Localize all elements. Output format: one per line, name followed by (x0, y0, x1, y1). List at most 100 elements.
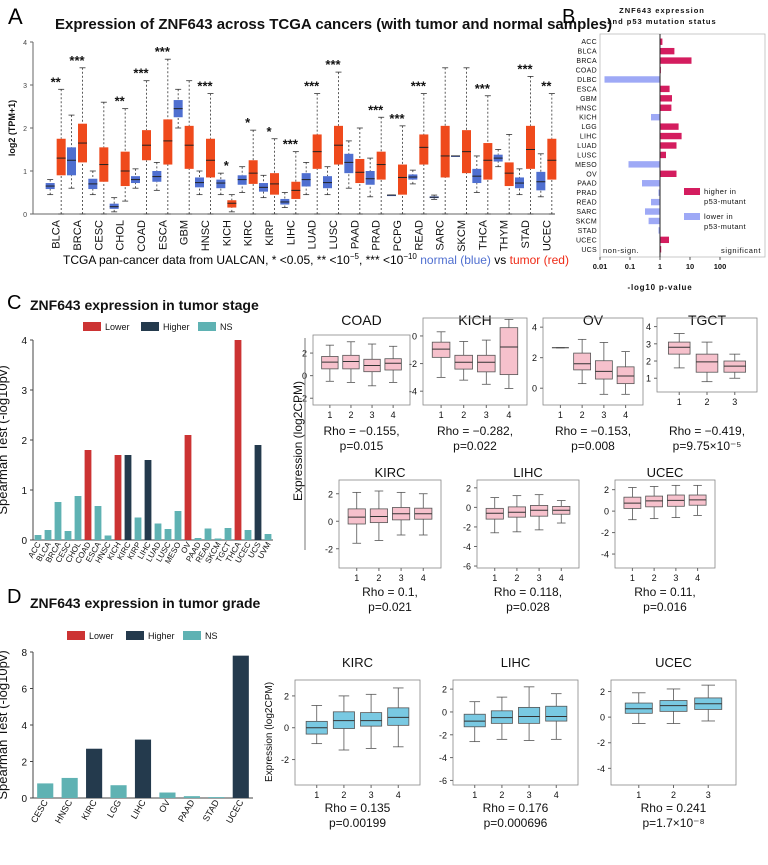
small-ytick-label: 0 (302, 371, 307, 381)
panel-a-xtick-ucec: UCEC (541, 220, 553, 251)
panel-b-bar-paad (642, 180, 660, 187)
panel-b-bar-skcm (648, 217, 660, 225)
panel-b-xtick-label: 100 (714, 262, 727, 271)
panel-b-bar-ov (660, 170, 677, 178)
stage-panel-lihc-5: LIHC -6 -4 -2 0 2 1 2 3 4 Rho = 0.118,p=0.028 (463, 465, 580, 614)
small-ytick-label: 0 (604, 507, 609, 517)
small-ytick-label: 2 (284, 691, 289, 701)
bar-xtick-paad: PAAD (176, 798, 197, 824)
stage-panel-ucec-6: UCEC -4 -2 0 2 1 2 3 4 Rho = 0.11,p=0.016 (601, 465, 716, 614)
panel-b-bar-ucs (660, 246, 662, 253)
small-rho: Rho = 0.118, (494, 585, 562, 599)
panel-b-label-esca: ESCA (577, 86, 597, 93)
bar-xtick-stad: STAD (201, 798, 222, 824)
panel-b-label-read: READ (576, 200, 597, 207)
panel-letter-d: D (7, 586, 22, 608)
bar-paad (194, 538, 202, 540)
small-box-4 (616, 366, 635, 385)
panel-a-xtick-brca: BRCA (72, 219, 84, 250)
panel-b-bar-lihc (660, 132, 682, 140)
panel-b-bar-ucec (660, 236, 669, 244)
small-ytick-label: -4 (463, 542, 471, 552)
panel-b-bar-blca (660, 47, 675, 55)
bar-paad (183, 796, 200, 798)
panel-b-frame (599, 33, 766, 258)
bar-blca (44, 530, 52, 540)
small-ytick-label: 2 (442, 685, 447, 695)
normal-box-paad (344, 153, 354, 174)
small-xtick-label: 3 (399, 573, 404, 583)
bar-kirc (124, 455, 132, 540)
small-panel-frame (294, 679, 421, 786)
panel-b-xtick-label: 0.1 (625, 262, 635, 271)
bar-ytick-label: 0 (21, 536, 27, 547)
panel-b-label-hnsc: HNSC (576, 105, 597, 112)
small-ytick-label: -2 (281, 755, 289, 765)
footer-normal: normal (blue) (420, 253, 491, 267)
panel-b-bar-prad (658, 189, 660, 196)
small-xtick-label: 4 (695, 573, 700, 583)
panel-b-bar-acc (660, 38, 663, 45)
small-rho: Rho = 0.176 (483, 801, 549, 815)
small-box-4 (499, 327, 519, 376)
small-ytick-label: 2 (302, 349, 307, 359)
small-panel-frame (312, 334, 411, 406)
legend-swatch-higher (126, 631, 144, 640)
grade-shared-y-label: Expression (log2CPM) (264, 682, 275, 782)
bar-ytick-label: 3 (21, 386, 27, 397)
small-panel-title: COAD (341, 312, 381, 328)
panel-b-legend-higher-swatch (684, 188, 700, 195)
panel-letter-b: B (562, 6, 576, 28)
panel-b-label-paad: PAAD (577, 181, 597, 188)
normal-box-kich (216, 179, 226, 189)
panel-a-title: Expression of ZNF643 across TCGA cancers… (55, 16, 612, 33)
panel-b-label-meso: MESO (575, 162, 597, 169)
small-panel-title: OV (583, 312, 604, 328)
footer-exp1: −5 (349, 252, 359, 261)
panel-b-bar-stad (658, 227, 660, 234)
panel-a-xtick-esca: ESCA (157, 219, 169, 250)
panel-a-ytick-label: 2 (23, 126, 27, 133)
small-panel-title: KIRC (342, 655, 373, 670)
significance-brca: *** (69, 53, 85, 68)
bar-ytick-label: 0 (21, 794, 27, 805)
panel-b-label-coad: COAD (576, 68, 597, 75)
bar-hnsc (61, 777, 78, 798)
panel-b-legend-lower-swatch (684, 213, 700, 220)
panel-b-label-prad: PRAD (576, 190, 597, 197)
small-xtick-label: 3 (537, 573, 542, 583)
panel-a-xtick-kirp: KIRP (264, 220, 276, 246)
legend-label-higher: Higher (163, 322, 190, 332)
stage-panel-kich-1: KICH -4 -2 0 1 2 3 4 Rho = −0.282,p=0.022 (409, 312, 528, 453)
small-xtick-label: 3 (369, 790, 374, 800)
small-pvalue: p=0.008 (571, 439, 615, 453)
small-box-2 (490, 710, 513, 724)
panel-b-label-sarc: SARC (576, 209, 597, 216)
panel-a-xtick-sarc: SARC (435, 220, 447, 251)
small-box-2 (695, 353, 719, 373)
panel-b-title-2: and p53 mutation status (607, 17, 716, 26)
small-panel-title: TGCT (688, 312, 727, 328)
bar-ytick-label: 2 (21, 436, 27, 447)
small-xtick-label: 3 (601, 410, 606, 420)
small-rho: Rho = −0.155, (323, 424, 399, 438)
panel-a-xtick-read: READ (413, 220, 425, 251)
tumor-box-kirc (248, 160, 258, 184)
small-ytick-label: 4 (646, 322, 651, 332)
bar-xtick-cesc: CESC (29, 798, 50, 825)
bar-brca (54, 502, 62, 540)
small-box-1 (624, 702, 653, 714)
panel-a-ytick-label: 0 (23, 212, 27, 219)
significance-chol: ** (115, 94, 126, 109)
small-ytick-label: 2 (600, 687, 605, 697)
small-pvalue: p=0.021 (368, 600, 412, 614)
panel-a-footer: TCGA pan-cancer data from UALCAN, * <0.0… (63, 252, 569, 267)
bar-coad (84, 450, 92, 540)
significance-kich: * (224, 158, 230, 173)
panel-a-xtick-lihc: LIHC (285, 220, 297, 245)
